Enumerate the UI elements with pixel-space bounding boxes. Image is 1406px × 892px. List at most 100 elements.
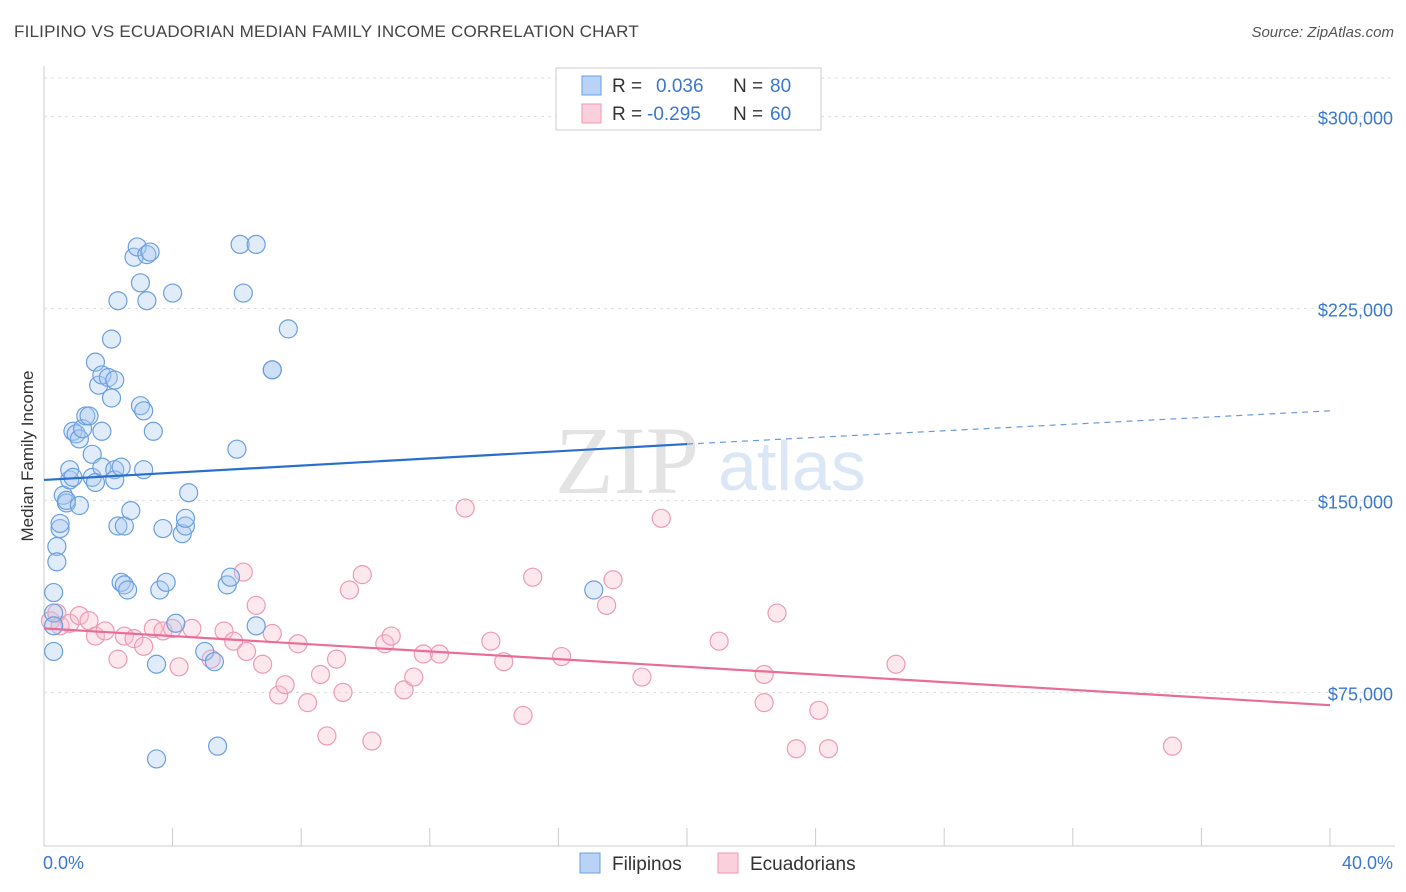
legend-ecuadorians-label: Ecuadorians: [750, 854, 856, 875]
ecuadorians-point: [163, 618, 183, 639]
ecuadorians-point: [394, 680, 414, 700]
filipinos-point: [134, 460, 154, 480]
filipinos-point: [153, 518, 173, 539]
filipinos-point: [227, 439, 247, 459]
source-label: Source: ZipAtlas.com: [1251, 24, 1394, 41]
ecuadorians-point: [767, 603, 787, 623]
filipinos-point: [208, 736, 228, 756]
filipinos-points: [44, 234, 604, 769]
ecuadorians-point: [326, 649, 347, 669]
ecuadorians-point: [632, 667, 652, 687]
ecuadorians-point: [381, 626, 401, 646]
filipinos-point: [175, 516, 196, 536]
ecuadorians-point: [253, 654, 273, 674]
ecuadorians-point: [262, 623, 282, 644]
y-axis-label: Median Family Income: [18, 370, 37, 541]
ecuadorians-point: [298, 693, 318, 713]
filipinos-point: [130, 273, 151, 293]
ecuadorians-point: [246, 595, 266, 615]
ecuadorians-point: [809, 700, 829, 720]
filipinos-point: [233, 283, 253, 303]
legend-filipinos-swatch: [579, 852, 601, 874]
filipinos-point: [66, 424, 86, 444]
filipinos-trend-line: [43, 442, 688, 482]
filipinos-point: [246, 234, 266, 254]
filipinos-point: [50, 513, 70, 534]
ecuadorians-point: [404, 667, 424, 687]
ecuadorians-point: [269, 685, 289, 705]
filipinos-point: [204, 652, 224, 672]
ecuadorians-points: [40, 498, 1183, 759]
ecuadorians-trend-line: [43, 627, 1331, 707]
ecuadorians-point: [362, 731, 382, 751]
ecuadorians-point: [275, 675, 295, 695]
ecuadorians-point: [709, 631, 729, 651]
x-tick-label-min: 0.0%: [43, 853, 84, 873]
ecuadorians-point: [818, 739, 839, 759]
filipinos-point: [179, 483, 199, 503]
filipinos-point: [172, 524, 192, 544]
filipinos-point: [47, 552, 67, 572]
ecuadorians-point: [552, 646, 572, 667]
filipinos-point: [121, 501, 141, 521]
ecuadorians-point: [310, 664, 331, 685]
gridlines: [44, 77, 1395, 693]
filipinos-n-label: N =: [733, 76, 763, 97]
filipinos-point: [278, 319, 298, 339]
filipinos-point: [163, 283, 183, 303]
ecuadorians-point: [455, 498, 475, 518]
filipinos-point: [220, 567, 241, 587]
filipinos-point: [230, 234, 250, 254]
ecuadorians-r-label: R =: [612, 104, 642, 125]
filipinos-point: [44, 616, 64, 636]
ecuadorians-point: [108, 649, 128, 669]
filipinos-point: [69, 495, 89, 516]
ecuadorians-point: [597, 595, 617, 615]
ecuadorians-point: [233, 562, 253, 582]
filipinos-swatch: [581, 75, 602, 96]
filipinos-r-value: 0.036: [656, 76, 704, 97]
filipinos-point: [108, 291, 128, 311]
ecuadorians-point: [413, 644, 433, 664]
ecuadorians-point: [201, 649, 221, 669]
filipinos-point: [137, 245, 157, 265]
filipinos-point: [246, 616, 266, 636]
filipinos-point: [146, 654, 167, 674]
filipinos-point: [111, 572, 131, 592]
filipinos-point: [140, 242, 160, 262]
ecuadorians-point: [481, 631, 501, 651]
filipinos-point: [217, 575, 237, 595]
filipinos-point: [195, 641, 215, 662]
ecuadorians-n-value: 60: [770, 104, 791, 125]
ecuadorians-point: [886, 654, 906, 674]
ecuadorians-point: [1162, 736, 1183, 756]
filipinos-point: [79, 406, 99, 426]
ecuadorians-point: [603, 570, 623, 590]
ecuadorians-swatch: [581, 103, 602, 124]
filipinos-point: [175, 508, 196, 528]
filipinos-point: [137, 291, 157, 311]
legend-ecuadorians-swatch: [717, 852, 739, 874]
filipinos-point: [146, 749, 167, 769]
ecuadorians-point: [754, 693, 774, 713]
filipinos-point: [101, 388, 122, 408]
y-tick-labels: $75,000 $150,000 $225,000 $300,000: [1318, 108, 1393, 704]
ecuadorians-point: [754, 664, 774, 685]
ecuadorians-point: [513, 705, 533, 726]
ecuadorians-point: [333, 682, 353, 703]
watermark-atlas: atlas: [718, 427, 866, 505]
ecuadorians-point: [182, 618, 202, 639]
filipinos-point: [92, 421, 112, 441]
filipinos-point: [69, 429, 89, 449]
filipinos-point: [262, 360, 282, 380]
filipinos-point: [127, 237, 147, 257]
filipinos-point: [130, 396, 151, 416]
filipinos-point: [105, 370, 125, 390]
filipinos-point: [108, 516, 128, 536]
ecuadorians-point: [339, 580, 360, 600]
y-tick-label: $225,000: [1318, 300, 1393, 320]
ecuadorians-point: [236, 641, 257, 662]
filipinos-point: [44, 582, 64, 603]
ecuadorians-r-value: -0.295: [647, 104, 701, 125]
